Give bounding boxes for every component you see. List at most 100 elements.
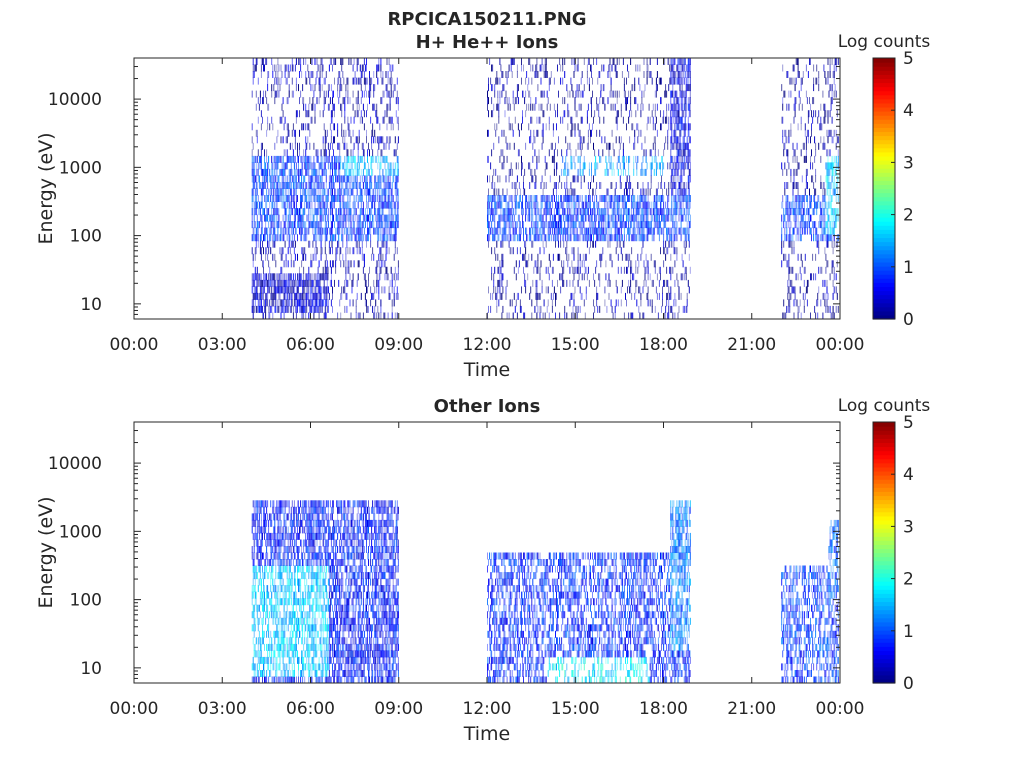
spectrogram-cell [267, 292, 269, 300]
spectrogram-cell [330, 116, 332, 124]
spectrogram-cell [252, 64, 254, 72]
spectrogram-cell [553, 214, 555, 222]
spectrogram-cell [557, 162, 558, 170]
spectrogram-cell [312, 84, 314, 92]
spectrogram-cell [492, 84, 494, 92]
spectrogram-cell [549, 175, 551, 183]
spectrogram-cell [396, 208, 398, 216]
spectrogram-cell [333, 260, 334, 268]
spectrogram-cell [353, 182, 355, 189]
spectrogram-cell [395, 273, 397, 281]
spectrogram-cell [546, 103, 548, 111]
spectrogram-cell [626, 77, 627, 85]
spectrogram-cell [653, 155, 655, 163]
spectrogram-cell [306, 201, 308, 209]
spectrogram-cell [337, 129, 339, 137]
spectrogram-cell [561, 195, 563, 202]
spectrogram-cell [350, 214, 352, 222]
spectrogram-cell [271, 227, 273, 235]
spectrogram-cell [508, 221, 510, 229]
spectrogram-cell [385, 221, 387, 229]
spectrogram-cell [301, 168, 303, 176]
spectrogram-cell [262, 97, 263, 105]
spectrogram-cell [265, 162, 267, 170]
spectrogram-cell [350, 58, 352, 65]
spectrogram-cell [551, 305, 553, 313]
spectrogram-cell [551, 221, 553, 229]
spectrogram-cell [491, 201, 493, 209]
spectrogram-cell [342, 253, 344, 261]
spectrogram-cell [377, 116, 379, 124]
spectrogram-cell [564, 227, 566, 235]
spectrogram-cell [647, 221, 649, 229]
spectrogram-cell [646, 234, 648, 242]
spectrogram-cell [312, 227, 314, 235]
spectrogram-cell [568, 221, 570, 229]
spectrogram-cell [536, 116, 538, 124]
spectrogram-cell [567, 103, 569, 111]
spectrogram-cell [567, 208, 569, 216]
spectrogram-cell [556, 168, 557, 176]
spectrogram-cell [258, 279, 260, 287]
spectrogram-cell [265, 90, 267, 98]
spectrogram-cell [252, 77, 254, 85]
spectrogram-cell [304, 279, 306, 287]
spectrogram-cell [585, 253, 587, 261]
spectrogram-cell [670, 162, 672, 170]
spectrogram-cell [267, 227, 269, 235]
spectrogram-cell [671, 234, 673, 242]
spectrogram-cell [573, 227, 575, 235]
spectrogram-cell [551, 195, 553, 202]
spectrogram-cell [524, 240, 526, 248]
spectrogram-cell [577, 155, 579, 163]
spectrogram-cell [282, 182, 284, 189]
spectrogram-cell [687, 162, 689, 170]
spectrogram-cell [581, 195, 583, 202]
spectrogram-cell [339, 188, 341, 196]
spectrogram-cell [516, 247, 518, 255]
spectrogram-cell [267, 279, 269, 287]
spectrogram-cell [396, 312, 398, 320]
spectrogram-cell [507, 103, 509, 111]
spectrogram-cell [587, 58, 589, 65]
spectrogram-cell [346, 77, 348, 85]
spectrogram-cell [629, 195, 631, 202]
spectrogram-cell [284, 149, 286, 157]
spectrogram-cell [667, 129, 669, 137]
spectrogram-cell [350, 208, 352, 216]
spectrogram-cell [269, 312, 271, 320]
spectrogram-cell [497, 195, 499, 202]
spectrogram-cell [345, 84, 347, 92]
spectrogram-cell [252, 142, 254, 150]
spectrogram-cell [253, 64, 255, 72]
spectrogram-cell [615, 71, 617, 78]
spectrogram-cell [552, 234, 554, 242]
spectrogram-cell [343, 195, 345, 202]
spectrogram-cell [262, 201, 263, 209]
spectrogram-cell [318, 227, 320, 235]
spectrogram-cell [618, 149, 620, 157]
spectrogram-cell [394, 214, 396, 222]
spectrogram-cell [277, 279, 279, 287]
spectrogram-cell [528, 253, 530, 261]
spectrogram-cell [677, 58, 679, 65]
spectrogram-cell [265, 168, 267, 176]
spectrogram-cell [347, 90, 349, 98]
spectrogram-cell [393, 292, 395, 300]
spectrogram-cell [671, 201, 673, 209]
spectrogram-cell [387, 188, 389, 196]
spectrogram-cell [676, 116, 678, 124]
spectrogram-cell [640, 103, 642, 111]
spectrogram-cell [505, 201, 507, 209]
spectrogram-cell [610, 77, 612, 85]
spectrogram-cell [541, 129, 543, 137]
spectrogram-cell [286, 234, 288, 242]
spectrogram-cell [367, 234, 368, 242]
spectrogram-cell [303, 214, 305, 222]
spectrogram-cell [340, 208, 342, 216]
spectrogram-cell [558, 201, 559, 209]
spectrogram-cell [379, 195, 381, 202]
spectrogram-cell [273, 286, 275, 294]
spectrogram-cell [507, 208, 509, 216]
spectrogram-cell [256, 188, 258, 196]
